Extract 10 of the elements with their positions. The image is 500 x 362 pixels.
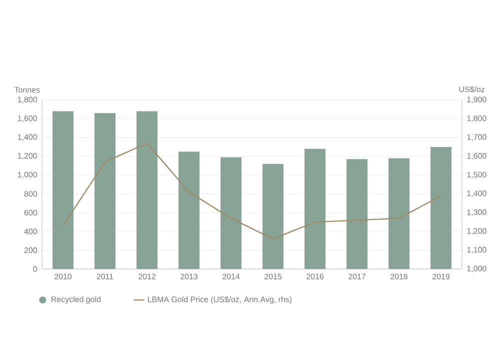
bar [346,159,368,269]
bar [220,157,242,269]
bar [52,111,74,269]
bar [94,113,116,269]
bar [178,152,200,269]
bar [262,164,284,269]
bar [304,148,326,269]
bar [388,158,410,269]
bar [430,146,452,269]
bar [136,111,158,269]
